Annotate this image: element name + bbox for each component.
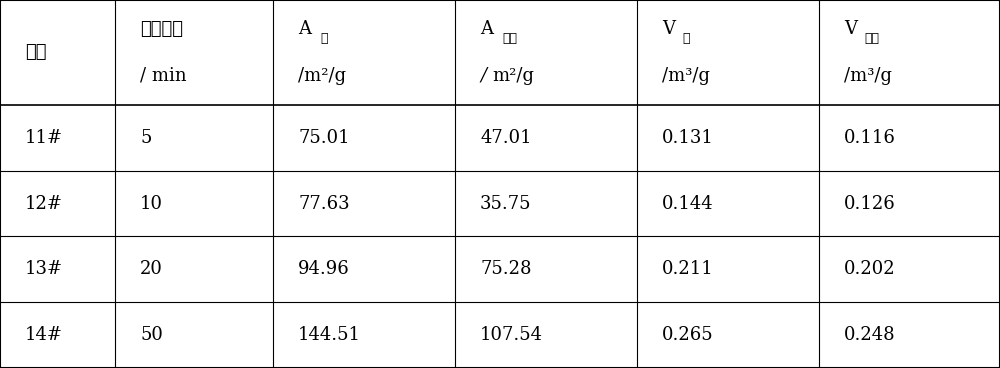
Text: 50: 50 bbox=[140, 326, 163, 344]
Text: 介孔: 介孔 bbox=[864, 32, 879, 45]
Text: 0.211: 0.211 bbox=[662, 260, 714, 278]
Text: 35.75: 35.75 bbox=[480, 195, 532, 213]
Text: 144.51: 144.51 bbox=[298, 326, 361, 344]
Text: 10: 10 bbox=[140, 195, 163, 213]
Text: 75.28: 75.28 bbox=[480, 260, 532, 278]
Text: 47.01: 47.01 bbox=[480, 129, 532, 147]
Text: 总: 总 bbox=[682, 32, 690, 45]
Text: /m³/g: /m³/g bbox=[662, 67, 710, 85]
Text: 11#: 11# bbox=[25, 129, 63, 147]
Text: /: / bbox=[480, 67, 486, 85]
Text: 0.265: 0.265 bbox=[662, 326, 714, 344]
Text: / min: / min bbox=[140, 67, 187, 85]
Text: 12#: 12# bbox=[25, 195, 63, 213]
Text: 5: 5 bbox=[140, 129, 151, 147]
Text: /m³/g: /m³/g bbox=[844, 67, 892, 85]
Text: 0.131: 0.131 bbox=[662, 129, 714, 147]
Text: 介孔: 介孔 bbox=[502, 32, 517, 45]
Text: 75.01: 75.01 bbox=[298, 129, 350, 147]
Text: V: V bbox=[844, 20, 857, 38]
Text: 样品: 样品 bbox=[25, 43, 46, 61]
Text: V: V bbox=[662, 20, 675, 38]
Text: 107.54: 107.54 bbox=[480, 326, 543, 344]
Text: 处理时间: 处理时间 bbox=[140, 20, 183, 38]
Text: A: A bbox=[480, 20, 493, 38]
Text: 20: 20 bbox=[140, 260, 163, 278]
Text: 0.126: 0.126 bbox=[844, 195, 896, 213]
Text: 0.116: 0.116 bbox=[844, 129, 896, 147]
Text: /m²/g: /m²/g bbox=[298, 67, 346, 85]
Text: 14#: 14# bbox=[25, 326, 63, 344]
Text: 77.63: 77.63 bbox=[298, 195, 350, 213]
Text: m²/g: m²/g bbox=[492, 67, 534, 85]
Text: 总: 总 bbox=[320, 32, 328, 45]
Text: 0.202: 0.202 bbox=[844, 260, 896, 278]
Text: 13#: 13# bbox=[25, 260, 63, 278]
Text: 0.248: 0.248 bbox=[844, 326, 896, 344]
Text: A: A bbox=[298, 20, 311, 38]
Text: 94.96: 94.96 bbox=[298, 260, 350, 278]
Text: 0.144: 0.144 bbox=[662, 195, 714, 213]
